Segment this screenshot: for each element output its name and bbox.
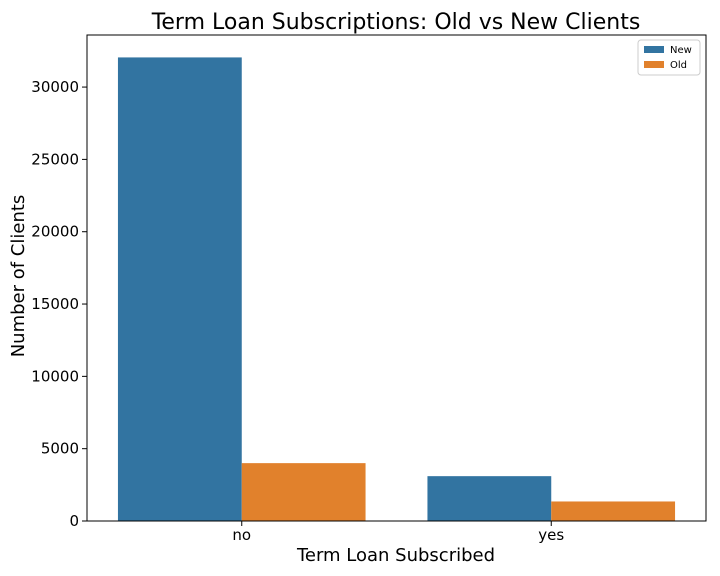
y-tick-label: 30000 xyxy=(31,78,79,96)
x-tick-label: yes xyxy=(538,526,564,544)
legend-swatch-old xyxy=(644,61,664,68)
chart-title: Term Loan Subscriptions: Old vs New Clie… xyxy=(151,10,641,35)
ticks-layer: no yes 0 5000 10000 15000 20000 25000 30000 xyxy=(31,78,564,544)
legend-label-old: Old xyxy=(670,60,687,71)
bar-old-yes xyxy=(551,501,676,521)
bar-new-yes xyxy=(427,476,552,521)
axes-layer xyxy=(86,34,707,522)
legend-label-new: New xyxy=(670,45,692,56)
y-tick-label: 10000 xyxy=(31,367,79,385)
legend: New Old xyxy=(637,39,701,76)
y-tick-label: 15000 xyxy=(31,295,79,313)
bar-old-no xyxy=(241,463,366,521)
y-axis-label: Number of Clients xyxy=(8,195,29,358)
legend-swatch-new xyxy=(644,46,664,53)
y-tick-label: 25000 xyxy=(31,150,79,168)
y-tick-label: 5000 xyxy=(41,440,79,458)
plot-frame xyxy=(86,34,707,522)
bar-new-no xyxy=(117,57,242,521)
x-axis-label: Term Loan Subscribed xyxy=(296,545,495,566)
x-tick-label: no xyxy=(232,526,251,544)
bars-layer xyxy=(117,57,676,521)
y-tick-label: 20000 xyxy=(31,223,79,241)
y-tick-label: 0 xyxy=(69,512,79,530)
